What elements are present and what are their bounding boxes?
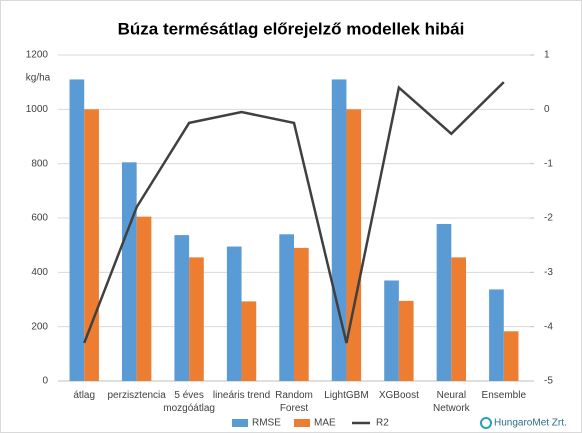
x-tick-label: 5 éves mozgóátlag [163, 390, 215, 414]
x-tick-label: LightGBM [324, 390, 368, 401]
y2-tick-label: -5 [544, 376, 553, 387]
bar [69, 79, 85, 381]
x-tick-label: Ensemble [482, 390, 527, 401]
bar [398, 300, 414, 381]
y-tick-label: 1200 [26, 50, 49, 61]
bar [489, 289, 504, 381]
bar [279, 234, 294, 381]
legend-swatch [294, 419, 310, 427]
legend-swatch [232, 419, 248, 427]
bar [136, 216, 152, 381]
bar [451, 257, 467, 381]
y2-tick-label: 0 [544, 104, 550, 115]
bar [384, 280, 399, 381]
x-tick-label: Neural Network [433, 390, 471, 414]
bar [121, 162, 137, 381]
y-tick-label: 800 [31, 158, 48, 169]
y-tick-label: 200 [31, 321, 48, 332]
x-tick-label: átlag [73, 390, 95, 401]
chart-title: Búza termésátlag előrejelző modellek hib… [118, 19, 465, 38]
legend-label: RMSE [252, 418, 281, 429]
y-tick-label: 400 [31, 267, 48, 278]
x-tick-label: XGBoost [379, 390, 419, 401]
y-unit: kg/ha [26, 73, 51, 84]
y2-tick-label: 1 [544, 50, 550, 61]
x-tick-label: lineáris trend [213, 390, 270, 401]
y2-tick-label: -2 [544, 213, 553, 224]
x-tick-label: Random Forest [275, 390, 313, 414]
bar [436, 223, 452, 381]
legend-label: MAE [314, 418, 336, 429]
bar [226, 246, 242, 381]
y-tick-label: 600 [31, 213, 48, 224]
bar [503, 331, 519, 381]
bar [346, 109, 362, 381]
logo-text: HungaroMet Zrt. [494, 418, 567, 429]
y-tick-label: 1000 [26, 104, 49, 115]
y2-tick-label: -1 [544, 158, 553, 169]
bar [174, 235, 190, 381]
bar [331, 79, 347, 381]
line [83, 81, 505, 344]
y2-tick-label: -3 [544, 267, 553, 278]
y2-tick-label: -4 [544, 321, 553, 332]
x-tick-label: perzisztencia [107, 390, 166, 401]
y-tick-label: 0 [42, 376, 48, 387]
bar [241, 301, 257, 381]
legend-label: R2 [376, 418, 389, 429]
bar [294, 247, 309, 381]
logo-icon [480, 417, 492, 429]
bar [189, 257, 204, 381]
